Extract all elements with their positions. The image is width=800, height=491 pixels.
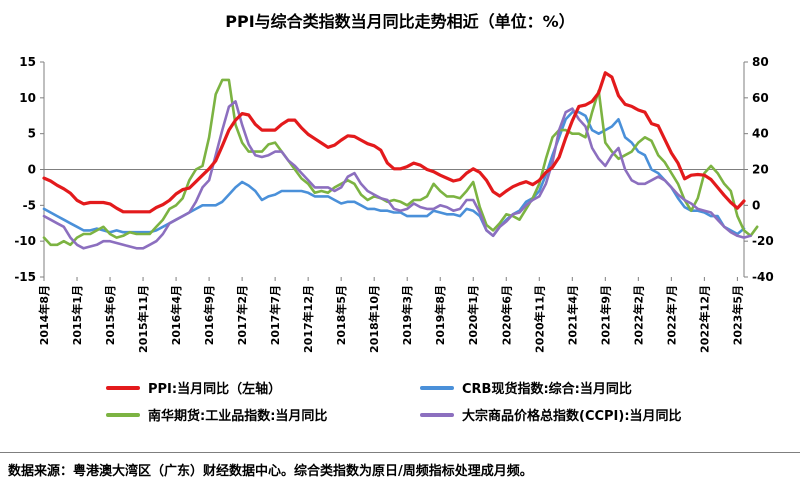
left-tick-label: 5: [28, 127, 36, 141]
legend-item-ccpi: 大宗商品价格总指数(CCPI):当月同比: [420, 405, 682, 424]
x-tick-label: 2015年6月: [103, 285, 117, 345]
legend-item-crb: CRB现货指数:综合:当月同比: [420, 378, 632, 397]
left-tick-label: -10: [14, 234, 36, 248]
right-tick-label: 0: [752, 198, 760, 212]
left-tick-label: -15: [14, 270, 36, 284]
x-tick-label: 2018年5月: [334, 285, 348, 345]
legend-swatch-ppi: [106, 385, 140, 390]
right-tick-label: 80: [752, 55, 769, 69]
series-line-ppi: [42, 71, 746, 214]
right-tick-label: 40: [752, 127, 769, 141]
x-tick-label: 2022年7月: [664, 285, 678, 345]
x-tick-label: 2017年7月: [268, 285, 282, 345]
x-tick-label: 2021年4月: [565, 285, 579, 345]
x-tick-label: 2022年2月: [631, 285, 645, 345]
x-tick-label: 2014年8月: [37, 285, 51, 345]
x-tick-label: 2017年12月: [301, 285, 315, 353]
x-tick-label: 2020年1月: [466, 285, 480, 345]
source-note: 数据来源：粤港澳大湾区（广东）财经数据中心。综合类指数为原日/周频指标处理成月频…: [8, 464, 533, 479]
left-tick-label: 15: [19, 55, 36, 69]
legend-swatch-ccpi: [420, 412, 454, 417]
chart-title: PPI与综合类指数当月同比走势相近（单位：%）: [225, 12, 575, 31]
x-tick-label: 2020年11月: [532, 285, 546, 353]
legend-item-ppi: PPI:当月同比（左轴）: [106, 378, 281, 397]
x-tick-label: 2017年2月: [235, 285, 249, 345]
footer-divider: [0, 452, 800, 453]
x-tick-label: 2015年1月: [70, 285, 84, 345]
series-lines: [42, 71, 759, 250]
x-tick-label: 2018年10月: [367, 285, 381, 353]
right-tick-label: 20: [752, 163, 769, 177]
legend-label-crb: CRB现货指数:综合:当月同比: [462, 382, 632, 397]
x-tick-label: 2019年8月: [433, 285, 447, 345]
x-tick-label: 2016年4月: [169, 285, 183, 345]
legend-label-ccpi: 大宗商品价格总指数(CCPI):当月同比: [462, 409, 682, 424]
right-tick-label: 60: [752, 91, 769, 105]
legend-item-nanhua: 南华期货:工业品指数:当月同比: [106, 405, 327, 424]
x-tick-label: 2022年12月: [697, 285, 711, 353]
legend-label-nanhua: 南华期货:工业品指数:当月同比: [148, 409, 328, 424]
series-line-crb: [42, 110, 746, 238]
right-axis-ticks: -40 -20 0 20 40 60 80: [744, 55, 774, 284]
left-axis-ticks: -15 -10 -5 0 5 10 15: [14, 55, 44, 284]
left-tick-label: -5: [23, 198, 36, 212]
series-line-ccpi: [42, 100, 752, 250]
x-tick-label: 2019年3月: [400, 285, 414, 345]
x-tick-label: 2020年6月: [499, 285, 513, 345]
x-tick-label: 2015年11月: [136, 285, 150, 353]
left-tick-label: 0: [28, 163, 36, 177]
legend-swatch-crb: [420, 385, 454, 390]
x-tick-label: 2016年9月: [202, 285, 216, 345]
legend-swatch-nanhua: [106, 412, 140, 417]
series-line-nanhua: [42, 78, 759, 247]
right-tick-label: -20: [752, 234, 774, 248]
legend-label-ppi: PPI:当月同比（左轴）: [148, 382, 282, 397]
x-tick-label: 2021年9月: [598, 285, 612, 345]
x-tick-label: 2023年5月: [730, 285, 744, 345]
x-axis-ticks: 2014年8月 2015年1月 2015年6月 2015年11月 2016年4月 2016…: [37, 277, 744, 353]
left-tick-label: 10: [19, 91, 36, 105]
right-tick-label: -40: [752, 270, 774, 284]
